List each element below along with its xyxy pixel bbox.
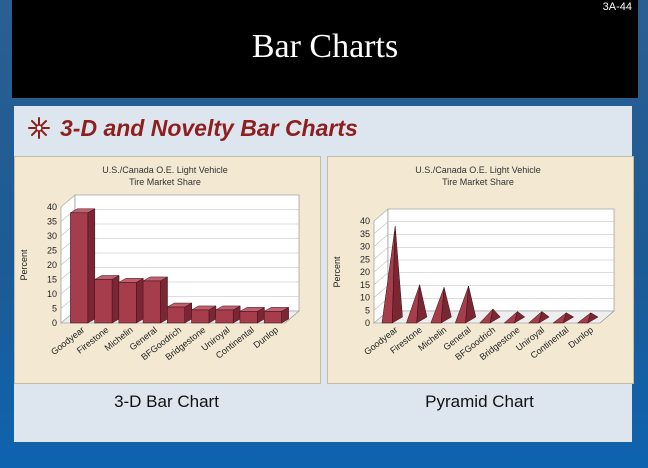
slide-title: Bar Charts [251,28,399,65]
chart-pyramid: U.S./Canada O.E. Light Vehicle Tire Marke… [332,165,615,362]
x-tick-label: Dunlop [251,325,280,350]
slide-number: 3A-44 [602,1,632,13]
y-tick-label: 35 [360,229,370,239]
gridline [60,194,299,208]
y-tick-label: 10 [360,293,370,303]
gridline [373,234,614,247]
y-tick-label: 5 [365,305,370,315]
y-tick-label: 40 [360,216,370,226]
y-tick-label: 15 [47,275,57,285]
pyramid-bar-side [514,311,526,324]
y-tick-label: 25 [360,254,370,264]
y-tick-label: 35 [47,217,57,227]
bar [215,309,234,324]
bar [94,279,113,324]
y-tick-label: 20 [360,267,370,277]
bar-side [87,208,96,324]
x-tick-label: Dunlop [566,325,595,350]
gridline [373,246,614,260]
y-axis-label: Percent [332,256,342,288]
chart-title: U.S./Canada O.E. Light Vehicle [415,165,541,175]
pyramid-bar-side [489,308,501,324]
bar [191,309,210,324]
y-tick-label: 10 [47,289,57,299]
y-tick-label: 0 [52,318,57,328]
content-area: 3-D and Novelty Bar Charts U.S./Canada O… [14,106,634,442]
y-tick-label: 30 [360,242,370,252]
chart-subtitle: Tire Market Share [442,177,514,187]
chart-title: U.S./Canada O.E. Light Vehicle [102,165,228,175]
pyramid-bar-side [587,312,599,324]
section-heading-row: 3-D and Novelty Bar Charts [28,114,358,142]
pyramid-bar-side [538,311,550,324]
bar [70,212,89,324]
chart-3d-bar-panel: U.S./Canada O.E. Light Vehicle Tire Marke… [14,156,321,384]
bar [142,280,161,324]
y-tick-label: 5 [52,304,57,314]
snowflake-icon [28,117,50,139]
pyramid-bar-side [391,226,403,324]
chart-pyramid-panel: U.S./Canada O.E. Light Vehicle Tire Marke… [327,156,634,384]
y-tick-label: 20 [47,260,57,270]
y-tick-label: 15 [360,280,370,290]
bar [239,311,258,324]
chart-3d-bar: U.S./Canada O.E. Light Vehicle Tire Marke… [19,165,300,362]
bar-side [160,276,168,324]
gridline [373,272,614,285]
gridline [373,221,614,234]
y-tick-label: 30 [47,231,57,241]
pyramid-bar-side [440,287,452,324]
bar-side [136,277,144,324]
gridline [60,209,299,222]
bar [118,282,137,324]
pyramid-bar-side [562,312,575,324]
gridline [373,208,614,222]
section-heading: 3-D and Novelty Bar Charts [60,114,358,141]
caption-pyramid: Pyramid Chart [425,392,534,411]
title-band: 3A-44 Bar Charts [12,0,638,98]
bar [167,306,185,324]
y-axis-label: Percent [19,249,29,281]
bar [263,311,282,324]
chart-subtitle: Tire Market Share [129,177,201,187]
y-tick-label: 0 [365,318,370,328]
y-tick-label: 40 [47,202,57,212]
pyramid-bar-side [416,284,428,324]
y-tick-label: 25 [47,246,57,256]
gridline [373,259,614,273]
pyramid-bar-side [465,285,477,324]
caption-3d-bar: 3-D Bar Chart [114,392,219,411]
